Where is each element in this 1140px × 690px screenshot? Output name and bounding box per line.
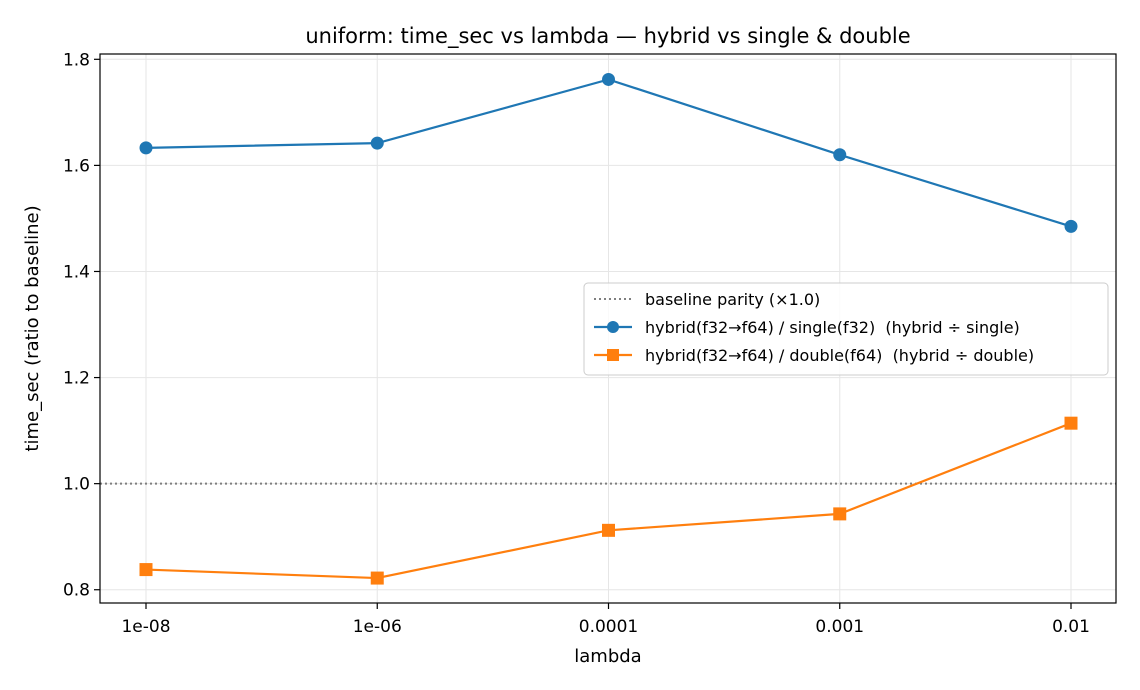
y-tick-label: 1.4 — [63, 262, 90, 282]
series-1-point — [370, 136, 384, 150]
x-tick-label: 1e-06 — [353, 617, 402, 637]
y-axis-label: time_sec (ratio to baseline) — [22, 205, 43, 451]
series-1-point — [602, 72, 615, 86]
y-tick-label: 1.0 — [63, 475, 90, 495]
y-tick-label: 1.2 — [63, 369, 90, 389]
chart-title: uniform: time_sec vs lambda — hybrid vs … — [305, 24, 910, 49]
axes: 1e-08 1e-06 0.0001 0.001 0.01 0.8 1.0 1.2 1.4 1.6… — [63, 50, 1090, 637]
series-2-point — [833, 507, 847, 521]
legend-reference-line-label: baseline parity (×1.0) — [645, 290, 820, 309]
series-2-point — [370, 571, 384, 585]
series-2-point — [1064, 416, 1078, 430]
legend-series-2-label: hybrid(f32→f64) / double(f64) (hybrid ÷ … — [645, 346, 1034, 365]
series-2-point — [602, 523, 615, 537]
x-tick-label: 0.0001 — [579, 617, 638, 637]
x-tick-label: 0.01 — [1052, 617, 1090, 637]
legend-series-1-marker — [607, 321, 619, 333]
legend: baseline parity (×1.0) hybrid(f32→f64) /… — [583, 282, 1109, 376]
series-1-point — [139, 141, 153, 155]
y-tick-label: 0.8 — [63, 581, 90, 601]
series-1-point — [1064, 219, 1078, 233]
series-1-point — [833, 148, 847, 162]
y-tick-label: 1.8 — [63, 50, 90, 70]
x-tick-label: 1e-08 — [121, 617, 170, 637]
series-2-point — [139, 563, 153, 577]
legend-series-1-label: hybrid(f32→f64) / single(f32) (hybrid ÷ … — [645, 318, 1020, 337]
legend-series-2-marker — [607, 349, 619, 361]
y-tick-label: 1.6 — [63, 156, 90, 176]
series-layer — [139, 72, 1078, 585]
x-axis-label: lambda — [574, 646, 641, 667]
x-tick-label: 0.001 — [815, 617, 864, 637]
legend-box — [583, 282, 1109, 376]
